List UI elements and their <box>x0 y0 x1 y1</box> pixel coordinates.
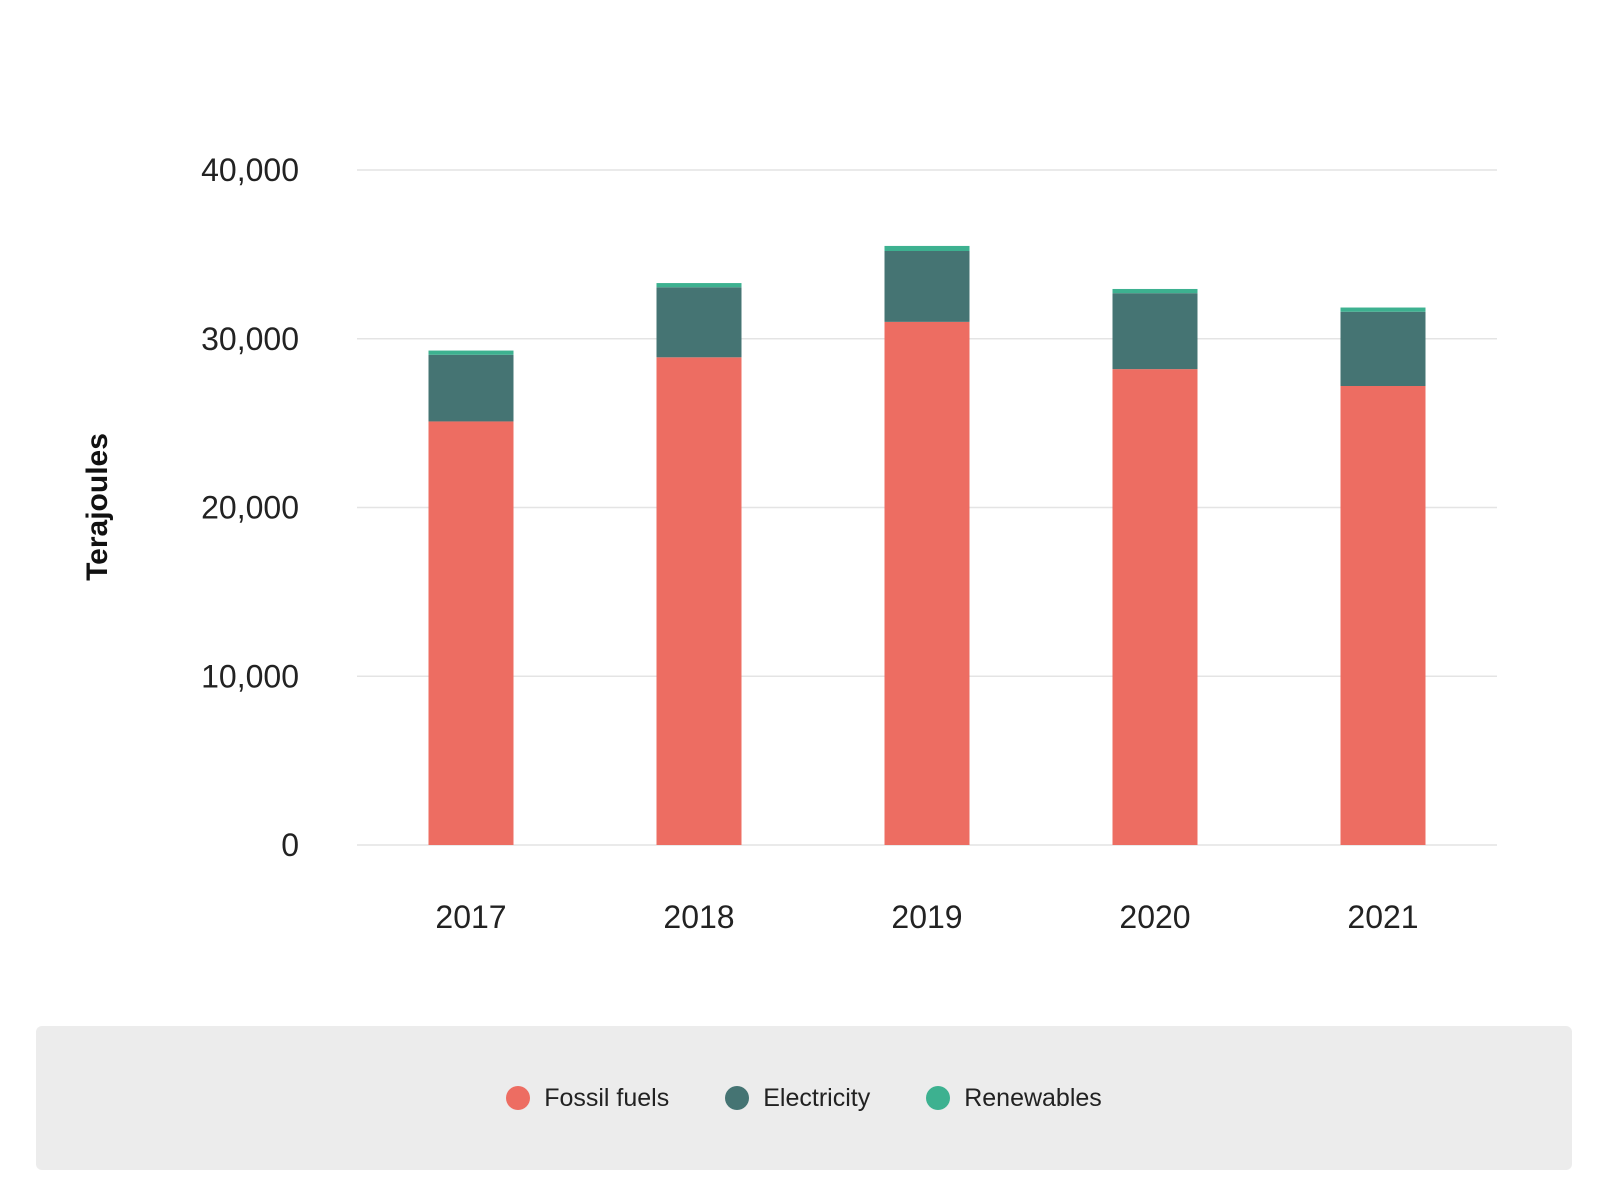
legend-label: Renewables <box>964 1083 1102 1112</box>
legend-item-fossil-fuels[interactable]: Fossil fuels <box>506 1084 669 1113</box>
bar-segment-electricity-2019 <box>884 251 970 322</box>
legend-swatch <box>926 1086 951 1110</box>
bar-segment-fossil-fuels-2019 <box>884 321 970 845</box>
y-tick-label: 40,000 <box>201 152 299 188</box>
legend-item-renewables[interactable]: Renewables <box>926 1084 1102 1113</box>
x-tick-label: 2018 <box>663 899 734 935</box>
legend-swatch <box>506 1086 531 1110</box>
bar-segment-fossil-fuels-2020 <box>1112 369 1198 845</box>
y-axis-title: Terajoules <box>81 433 114 581</box>
bars <box>428 245 1426 845</box>
legend-swatch <box>725 1086 750 1110</box>
legend-label: Fossil fuels <box>544 1083 670 1112</box>
y-tick-label: 10,000 <box>201 658 299 694</box>
legend: Fossil fuels Electricity Renewables <box>36 1026 1572 1170</box>
y-axis-ticks: 0 10,000 20,000 30,000 40,000 <box>201 152 299 863</box>
bar-segment-fossil-fuels-2017 <box>428 421 514 845</box>
bar-segment-fossil-fuels-2021 <box>1340 386 1426 845</box>
x-tick-label: 2020 <box>1119 899 1190 935</box>
bar-segment-electricity-2021 <box>1340 311 1426 386</box>
legend-label: Electricity <box>763 1083 871 1112</box>
x-tick-label: 2017 <box>435 899 506 935</box>
bar-segment-electricity-2020 <box>1112 293 1198 370</box>
bar-segment-fossil-fuels-2018 <box>656 357 742 845</box>
x-axis-ticks: 2017 2018 2019 2020 2021 <box>435 899 1418 935</box>
bar-segment-renewables-2021 <box>1340 307 1426 312</box>
bar-segment-renewables-2019 <box>884 245 970 251</box>
y-tick-label: 20,000 <box>201 490 299 526</box>
bar-segment-electricity-2017 <box>428 354 514 422</box>
bar-segment-renewables-2018 <box>656 283 742 288</box>
bar-segment-electricity-2018 <box>656 287 742 358</box>
x-tick-label: 2019 <box>891 899 962 935</box>
bar-segment-renewables-2020 <box>1112 288 1198 294</box>
y-tick-label: 30,000 <box>201 321 299 357</box>
bar-segment-renewables-2017 <box>428 350 514 355</box>
legend-item-electricity[interactable]: Electricity <box>725 1084 870 1113</box>
y-tick-label: 0 <box>281 827 299 863</box>
x-tick-label: 2021 <box>1347 899 1418 935</box>
